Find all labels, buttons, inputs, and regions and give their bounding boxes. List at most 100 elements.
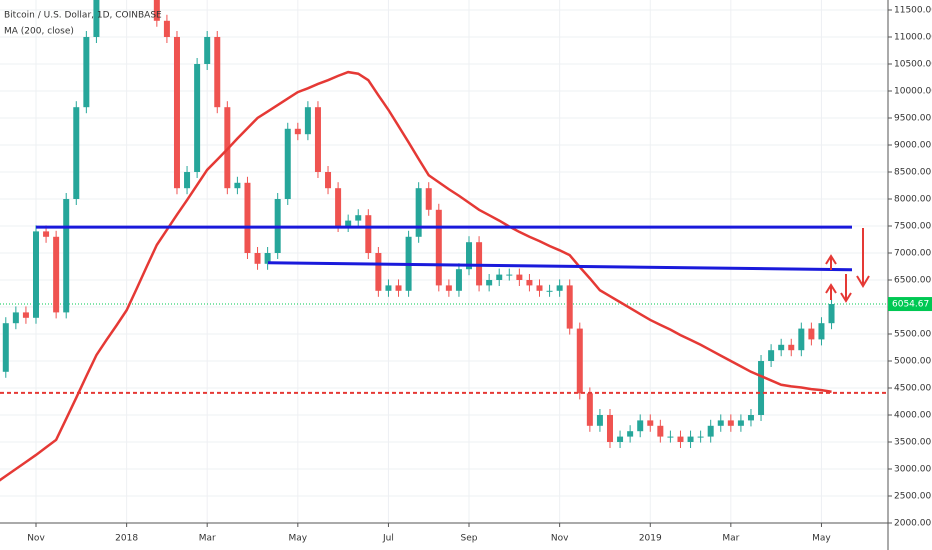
candle <box>335 188 342 226</box>
candle <box>526 279 533 286</box>
moving-average <box>0 70 832 482</box>
candle <box>758 360 765 415</box>
y-tick-label: 11000.00 <box>894 32 932 42</box>
candle <box>284 128 291 199</box>
candle <box>83 36 90 108</box>
grid <box>0 0 888 524</box>
candle <box>667 436 674 438</box>
candle <box>687 436 694 442</box>
y-tick-label: 8000.00 <box>894 194 931 204</box>
candle <box>747 414 754 421</box>
candle <box>173 36 180 189</box>
candle <box>43 231 50 237</box>
candle <box>455 269 462 291</box>
candle <box>727 420 734 426</box>
y-tick-label: 2500.00 <box>894 491 931 501</box>
y-tick-label: 10500.00 <box>894 59 932 69</box>
candle <box>184 171 191 189</box>
candle <box>606 414 613 442</box>
y-tick-label: 3000.00 <box>894 464 931 474</box>
y-tick-label: 3500.00 <box>894 437 931 447</box>
x-tick-label: Mar <box>199 534 216 544</box>
candle <box>204 36 211 64</box>
candle <box>264 252 271 264</box>
y-tick-label: 8500.00 <box>894 167 931 177</box>
candle <box>365 215 372 253</box>
candle <box>375 252 382 291</box>
arrow-down <box>840 274 852 303</box>
candle <box>586 393 593 426</box>
level-line <box>267 261 853 272</box>
candle <box>647 420 654 426</box>
candle <box>637 420 644 432</box>
x-tick-label: Sep <box>461 534 478 544</box>
arrow-up <box>825 254 837 270</box>
candle <box>22 312 29 318</box>
candle <box>496 274 503 280</box>
candle <box>546 290 553 292</box>
x-tick-label: Mar <box>722 534 739 544</box>
candle <box>536 285 543 291</box>
candle <box>12 312 19 324</box>
candle <box>355 215 362 221</box>
candle <box>163 20 170 37</box>
candle <box>697 436 704 438</box>
candle <box>828 304 835 324</box>
candle <box>234 182 241 189</box>
candle <box>627 431 634 437</box>
candle <box>768 350 775 361</box>
candle <box>778 344 785 351</box>
candle <box>435 209 442 286</box>
candle <box>254 252 261 264</box>
x-tick-label: May <box>289 534 308 544</box>
candle <box>737 420 744 426</box>
candle <box>617 436 624 442</box>
y-tick-label: 2000.00 <box>894 519 931 529</box>
candle <box>677 436 684 442</box>
candle <box>345 220 352 226</box>
y-tick-label: 4000.00 <box>894 410 931 420</box>
candle <box>194 63 201 172</box>
axes: 2000.00 2500.00 3000.00 3500.00 4000.00 4500.… <box>27 5 932 544</box>
arrow-down <box>856 228 870 288</box>
candle <box>2 323 9 372</box>
y-tick-label: 11500.00 <box>894 5 932 15</box>
candle <box>707 425 714 437</box>
candle <box>657 425 664 437</box>
candle <box>385 285 392 291</box>
y-tick-label: 6500.00 <box>894 275 931 285</box>
candle <box>325 171 332 189</box>
candle <box>556 285 563 291</box>
candle <box>63 198 70 313</box>
candle <box>244 182 251 253</box>
candle <box>314 107 321 172</box>
candle <box>466 242 473 270</box>
candle <box>415 188 422 237</box>
candle <box>717 420 724 426</box>
x-tick-label: May <box>812 534 831 544</box>
candle <box>153 0 160 21</box>
last-price-box <box>888 297 932 312</box>
x-tick-label: 2018 <box>115 534 138 544</box>
arrow-up <box>825 283 837 300</box>
candle <box>808 328 815 340</box>
candle <box>506 274 513 276</box>
candle <box>566 285 573 329</box>
candle <box>576 328 583 394</box>
x-tick-label: Nov <box>27 534 45 544</box>
chart-subtitle: MA (200, close) <box>4 27 74 37</box>
candle <box>486 279 493 286</box>
candle <box>53 236 60 313</box>
candle <box>73 107 80 199</box>
candle <box>798 328 805 351</box>
y-tick-label: 5000.00 <box>894 356 931 366</box>
last-price-label: 6054.67 <box>892 300 929 310</box>
x-tick-label: 2019 <box>639 534 662 544</box>
candle <box>93 0 100 37</box>
candle <box>445 285 452 291</box>
y-tick-label: 4500.00 <box>894 383 931 393</box>
candle <box>516 274 523 280</box>
y-tick-label: 7500.00 <box>894 221 931 231</box>
candle <box>214 36 221 108</box>
